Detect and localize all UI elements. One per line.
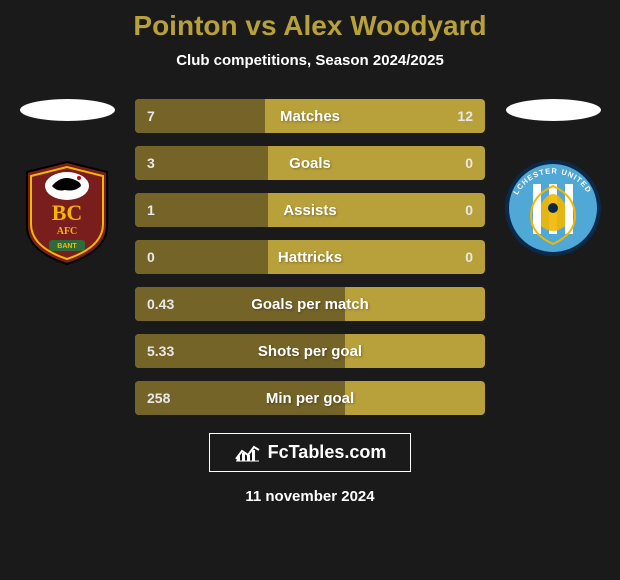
stat-row: 0 Hattricks 0 — [135, 240, 485, 274]
stat-right-value: 0 — [465, 155, 473, 171]
stat-right-value: 0 — [465, 202, 473, 218]
stat-label: Hattricks — [278, 249, 342, 266]
stat-left-value: 0 — [147, 249, 155, 265]
page-title: Pointon vs Alex Woodyard — [133, 10, 486, 42]
player-silhouette-shadow — [506, 99, 601, 121]
stats-column: 7 Matches 12 3 Goals 0 1 Assists 0 0 Hattricks 0 0.4… — [135, 99, 485, 415]
main-row: BC AFC BANT 7 Matches 12 3 Goals 0 1 Assists 0 0 H… — [0, 99, 620, 415]
stat-label: Shots per goal — [258, 343, 362, 360]
stat-row: 258 Min per goal — [135, 381, 485, 415]
svg-text:AFC: AFC — [57, 226, 78, 237]
left-player-column: BC AFC BANT — [17, 99, 117, 266]
stat-left-value: 0.43 — [147, 296, 174, 312]
stat-label: Matches — [280, 108, 340, 125]
stat-left-value: 1 — [147, 202, 155, 218]
stat-row: 7 Matches 12 — [135, 99, 485, 133]
bradford-badge-icon: BC AFC BANT — [17, 156, 117, 266]
stat-label: Min per goal — [266, 390, 354, 407]
left-club-badge: BC AFC BANT — [17, 156, 117, 266]
stat-row: 3 Goals 0 — [135, 146, 485, 180]
stat-row: 0.43 Goals per match — [135, 287, 485, 321]
colchester-badge-icon: COLCHESTER UNITED FC — [503, 156, 603, 266]
stat-label: Goals — [289, 155, 331, 172]
right-club-badge: COLCHESTER UNITED FC — [503, 156, 603, 266]
branding-label: FcTables.com — [268, 442, 387, 463]
stat-left-value: 258 — [147, 390, 170, 406]
subtitle: Club competitions, Season 2024/2025 — [176, 52, 444, 69]
branding-box[interactable]: FcTables.com — [209, 433, 412, 472]
stat-row: 5.33 Shots per goal — [135, 334, 485, 368]
player-silhouette-shadow — [20, 99, 115, 121]
date-label: 11 november 2024 — [245, 488, 374, 505]
chart-icon — [234, 443, 260, 463]
stat-right-value: 12 — [457, 108, 473, 124]
svg-text:BC: BC — [52, 200, 83, 225]
comparison-card: Pointon vs Alex Woodyard Club competitio… — [0, 0, 620, 580]
stat-row: 1 Assists 0 — [135, 193, 485, 227]
right-player-column: COLCHESTER UNITED FC — [503, 99, 603, 266]
stat-right-value: 0 — [465, 249, 473, 265]
stat-left-value: 3 — [147, 155, 155, 171]
svg-text:BANT: BANT — [57, 243, 77, 250]
stat-left-value: 7 — [147, 108, 155, 124]
stat-left-value: 5.33 — [147, 343, 174, 359]
stat-label: Assists — [283, 202, 336, 219]
stat-label: Goals per match — [251, 296, 369, 313]
